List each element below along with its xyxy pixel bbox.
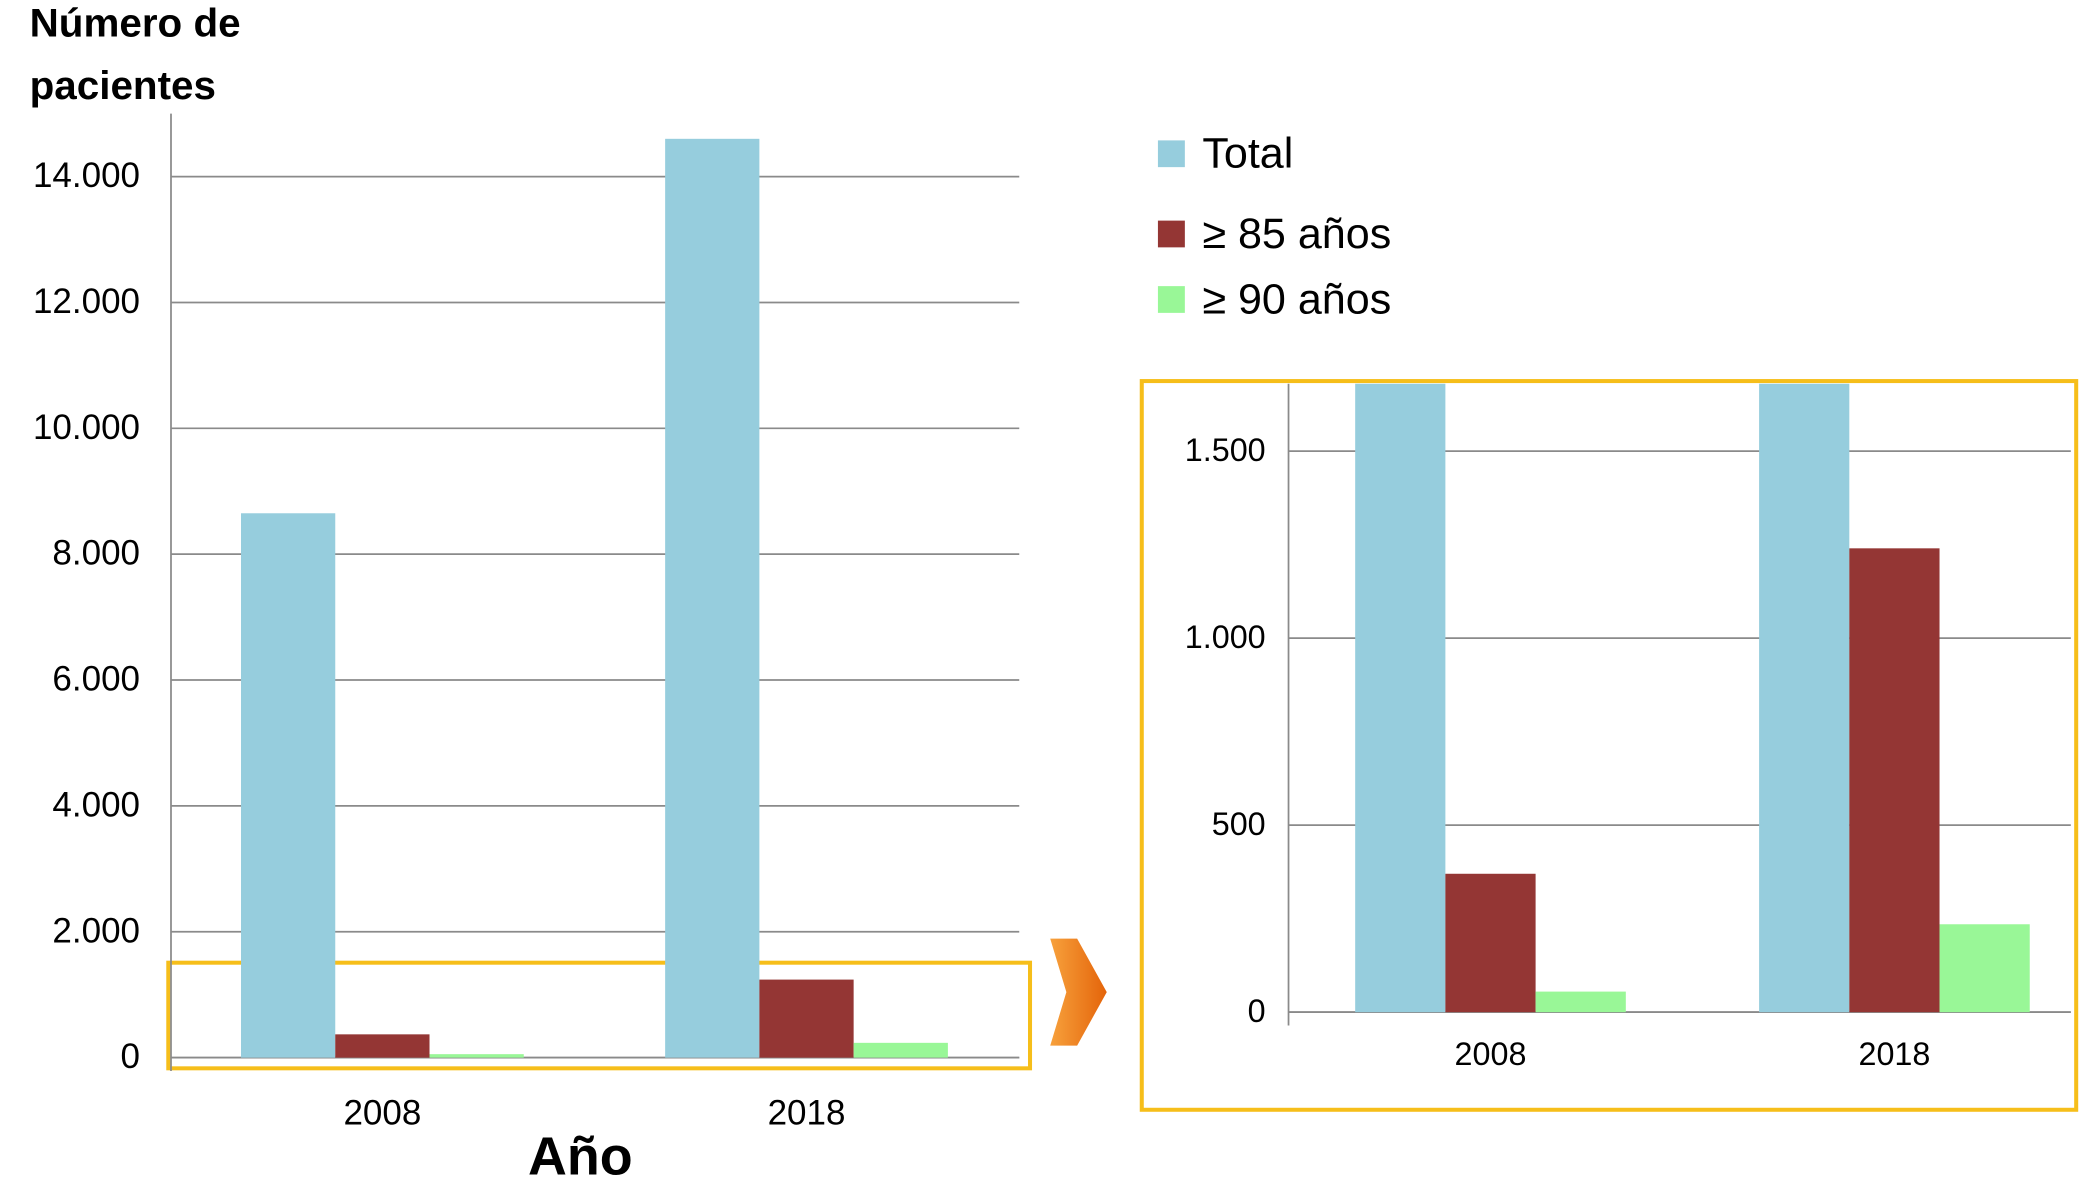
bar bbox=[1849, 548, 1940, 1013]
y-tick-label: 500 bbox=[1212, 806, 1266, 842]
zoom-arrow bbox=[1050, 938, 1107, 1046]
bar bbox=[1355, 383, 1446, 1013]
bar bbox=[759, 979, 854, 1058]
y-tick-label: 0 bbox=[121, 1037, 140, 1076]
bar bbox=[1759, 383, 1850, 1013]
legend-swatch bbox=[1157, 220, 1185, 248]
y-tick-label: 0 bbox=[1248, 993, 1266, 1029]
x-tick-label: 2008 bbox=[1455, 1036, 1527, 1072]
legend-swatch bbox=[1157, 286, 1185, 313]
y-tick-label: 10.000 bbox=[33, 408, 140, 447]
bar bbox=[665, 138, 760, 1058]
y-tick-label: 1.000 bbox=[1185, 619, 1266, 655]
legend-label: ≥ 85 años bbox=[1202, 210, 1391, 258]
bar bbox=[429, 1054, 524, 1058]
legend-label: ≥ 90 años bbox=[1202, 276, 1391, 324]
x-tick-label: 2018 bbox=[1858, 1036, 1930, 1072]
y-tick-label: 12.000 bbox=[33, 282, 140, 321]
x-tick-label: 2018 bbox=[768, 1093, 846, 1132]
x-axis-label: Año bbox=[528, 1127, 633, 1187]
bar bbox=[853, 1042, 948, 1058]
legend: Total ≥ 85 años ≥ 90 años bbox=[1157, 130, 1391, 324]
y-tick-label: 2.000 bbox=[52, 911, 140, 950]
legend-swatch bbox=[1157, 140, 1185, 168]
y-axis-label: Número de pacientes bbox=[30, 0, 241, 108]
y-tick-label: 4.000 bbox=[52, 786, 140, 825]
bar bbox=[241, 513, 336, 1058]
bar bbox=[1939, 924, 2030, 1013]
legend-label: Total bbox=[1202, 130, 1293, 178]
y-tick-label: 1.500 bbox=[1185, 432, 1266, 468]
y-tick-label: 14.000 bbox=[33, 156, 140, 195]
y-tick-label: 6.000 bbox=[52, 660, 140, 699]
x-tick-label: 2008 bbox=[343, 1093, 421, 1132]
bars bbox=[241, 138, 948, 1058]
bar bbox=[335, 1034, 430, 1058]
bar bbox=[1445, 873, 1536, 1013]
bar bbox=[1535, 991, 1626, 1013]
zoom-region bbox=[166, 960, 1033, 1071]
bars bbox=[1355, 383, 2030, 1013]
zoom-frame bbox=[1139, 379, 2079, 1112]
y-tick-label: 8.000 bbox=[52, 534, 140, 573]
